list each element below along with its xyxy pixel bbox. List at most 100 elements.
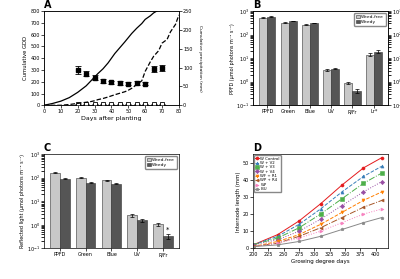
Bar [86, 183, 96, 279]
WF + R1 [340, 211, 344, 214]
Legend: W Control, W + V2, W + V3, W + V4, WF + R1, WP + R4, WP, IBU: W Control, W + V2, W + V3, W + V4, WF + … [254, 155, 281, 193]
Line: WF + R1: WF + R1 [252, 190, 383, 248]
Y-axis label: Internode length (mm): Internode length (mm) [236, 171, 241, 232]
Bar [280, 23, 289, 279]
Y-axis label: Reflected light (μmol photons m⁻² s⁻¹): Reflected light (μmol photons m⁻² s⁻¹) [20, 154, 26, 248]
W + V3 [297, 226, 302, 229]
WF + R1 [251, 245, 256, 248]
W + V3 [340, 197, 344, 200]
Line: IBU: IBU [252, 216, 383, 248]
Y-axis label: Cumulative precipitation (mm): Cumulative precipitation (mm) [198, 25, 202, 92]
WP + R4 [251, 245, 256, 248]
WP [318, 230, 323, 233]
WF + R1 [297, 233, 302, 236]
Bar [137, 220, 147, 279]
W Control [318, 202, 323, 206]
W + V4 [361, 190, 366, 194]
Bar [344, 83, 352, 279]
WP [361, 212, 366, 216]
W + V2 [251, 243, 256, 247]
WP [340, 221, 344, 224]
WP + R4 [380, 199, 384, 202]
Text: C: C [44, 143, 51, 153]
W + V3 [361, 182, 366, 185]
W Control [297, 219, 302, 223]
Bar [76, 178, 86, 279]
W + V4 [318, 218, 323, 221]
W + V2 [380, 165, 384, 168]
W Control [361, 166, 366, 170]
W + V2 [275, 235, 280, 238]
Bar [310, 23, 318, 279]
W + V2 [361, 175, 366, 178]
W + V3 [251, 243, 256, 247]
W Control [380, 156, 384, 159]
IBU [297, 240, 302, 243]
Y-axis label: Cumulative GDD: Cumulative GDD [23, 36, 28, 80]
W Control [275, 233, 280, 236]
Text: B: B [253, 0, 260, 10]
W + V2 [340, 190, 344, 194]
W + V4 [380, 180, 384, 183]
Bar [50, 173, 60, 279]
Bar [302, 25, 310, 279]
Bar [366, 55, 374, 279]
Bar [352, 91, 360, 279]
W Control [251, 243, 256, 247]
W + V3 [318, 212, 323, 216]
Bar [259, 18, 267, 279]
WP + R4 [318, 226, 323, 229]
WP [297, 236, 302, 240]
WP + R4 [297, 235, 302, 238]
WP [251, 245, 256, 248]
W + V2 [297, 223, 302, 226]
Bar [102, 180, 112, 279]
WF + R1 [361, 199, 366, 202]
IBU [318, 235, 323, 238]
Bar [128, 215, 137, 279]
W + V4 [340, 204, 344, 207]
Line: WP: WP [252, 207, 383, 248]
Bar [374, 52, 382, 279]
W Control [340, 183, 344, 187]
Bar [163, 236, 173, 279]
Bar [112, 184, 121, 279]
X-axis label: Days after planting: Days after planting [81, 116, 142, 121]
Line: W + V4: W + V4 [252, 180, 383, 246]
W + V3 [380, 171, 384, 175]
IBU [380, 216, 384, 219]
Y-axis label: PPFD (μmol photons m⁻² s⁻¹): PPFD (μmol photons m⁻² s⁻¹) [230, 23, 234, 93]
X-axis label: Growing degree days: Growing degree days [291, 259, 350, 264]
Bar [289, 21, 297, 279]
WP + R4 [275, 242, 280, 245]
Bar [60, 179, 70, 279]
WP + R4 [340, 216, 344, 219]
IBU [361, 221, 366, 224]
W + V4 [297, 230, 302, 233]
WF + R1 [318, 223, 323, 226]
IBU [340, 228, 344, 231]
W + V2 [318, 207, 323, 211]
Line: W Control: W Control [252, 156, 383, 246]
W + V4 [275, 238, 280, 241]
Text: *: * [166, 226, 170, 232]
IBU [251, 245, 256, 248]
Line: W + V2: W + V2 [252, 165, 383, 246]
WP [380, 207, 384, 211]
WP + R4 [361, 206, 366, 209]
Bar [267, 16, 276, 279]
W + V4 [251, 243, 256, 247]
Bar [153, 224, 163, 279]
Text: D: D [253, 143, 261, 153]
Bar [331, 69, 339, 279]
WF + R1 [380, 190, 384, 194]
Line: W + V3: W + V3 [252, 172, 383, 246]
WF + R1 [275, 240, 280, 243]
W + V3 [275, 236, 280, 240]
Legend: Weed-free, Weedy: Weed-free, Weedy [145, 157, 177, 169]
Legend: Weed-free, Weedy: Weed-free, Weedy [354, 13, 386, 26]
Text: A: A [44, 0, 52, 10]
Line: WP + R4: WP + R4 [252, 199, 383, 248]
Bar [323, 70, 331, 279]
WP [275, 242, 280, 245]
